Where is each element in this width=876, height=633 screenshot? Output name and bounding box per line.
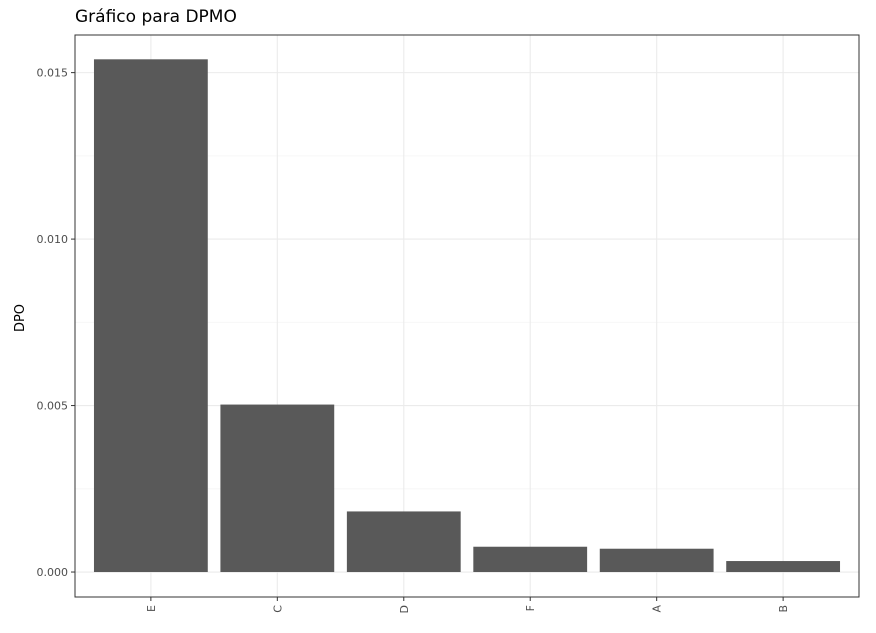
bar-layer: [93, 59, 841, 573]
bar-F: [473, 546, 588, 573]
axis-layer: 0.000 0.005 0.010 0.015 E C D F A B: [37, 67, 791, 614]
x-tick-label: A: [651, 605, 664, 613]
x-tick-label: B: [777, 605, 790, 613]
y-tick-label: 0.010: [37, 233, 69, 246]
x-tick-label: F: [524, 605, 537, 611]
chart-title: Gráfico para DPMO: [75, 7, 237, 27]
panel-border: [74, 34, 860, 598]
y-axis-label: DPO: [13, 304, 28, 332]
y-tick-label: 0.005: [37, 400, 69, 413]
x-tick-label: E: [145, 605, 158, 612]
x-tick-label: C: [271, 605, 284, 613]
bar-B: [726, 561, 841, 573]
bar-E: [93, 59, 208, 573]
y-tick-label: 0.015: [37, 67, 69, 80]
x-tick-label: D: [398, 605, 411, 613]
bar-C: [220, 404, 335, 573]
bar-A: [599, 548, 714, 573]
y-tick-label: 0.000: [37, 566, 69, 579]
bar-D: [346, 511, 461, 573]
